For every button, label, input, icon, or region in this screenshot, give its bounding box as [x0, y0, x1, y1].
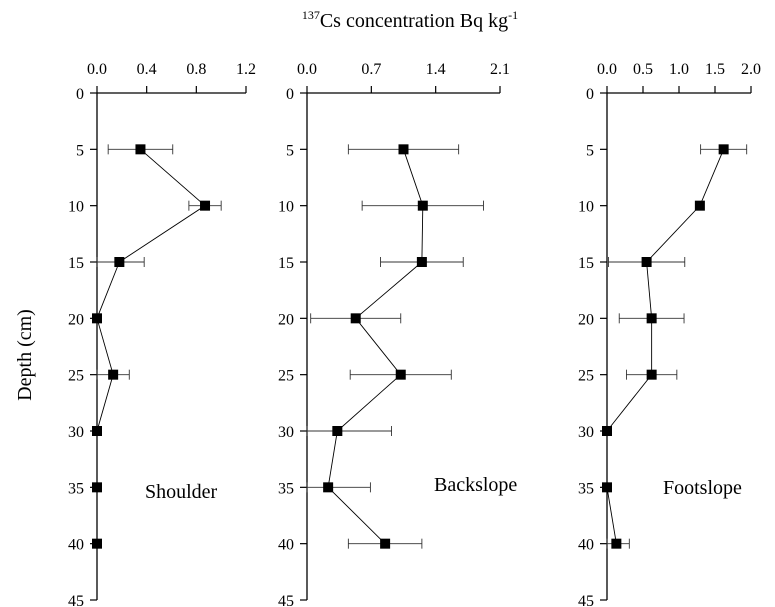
- x-tick-label: 1.4: [426, 61, 446, 78]
- x-tick-label: 2.1: [490, 61, 510, 78]
- data-point: [646, 369, 657, 380]
- y-tick-label: 30: [578, 424, 594, 441]
- y-tick-label: 45: [578, 593, 594, 607]
- y-tick-label: 0: [586, 86, 594, 103]
- y-tick-label: 5: [286, 142, 294, 159]
- data-point: [350, 313, 361, 324]
- panel-footslope: 0.0 0.5 1.0 1.5 2.0 0 5 10 15 20 25 30 35 40 45 Footslo…: [578, 61, 761, 607]
- x-tick-label: 0.0: [87, 61, 107, 78]
- title-superscript-minus-one: -1: [508, 8, 518, 22]
- data-point: [332, 426, 343, 436]
- y-tick-label: 5: [586, 142, 594, 159]
- y-tick-label: 35: [68, 480, 84, 497]
- data-point: [395, 369, 406, 380]
- y-tick-label: 30: [68, 424, 84, 441]
- y-tick-label: 10: [578, 199, 594, 216]
- y-tick-label: 40: [578, 537, 594, 554]
- data-point: [398, 144, 409, 155]
- panel-backslope: 0.0 0.7 1.4 2.1 0 5 10 15 20 25 30 35 40 45 Backslope: [278, 61, 517, 607]
- panels: 0.0 0.4 0.8 1.2051015202530354045Shoulder0.…: [68, 61, 761, 607]
- y-tick-label: 20: [578, 311, 594, 328]
- x-tick-label: 1.5: [705, 61, 725, 78]
- y-tick-label: 40: [68, 537, 84, 554]
- y-tick-label: 15: [278, 255, 294, 272]
- data-point: [200, 200, 211, 211]
- data-point: [417, 200, 428, 211]
- y-tick-label: 20: [68, 311, 84, 328]
- x-tick-label: 0.4: [137, 61, 157, 78]
- x-tick-label: 0.0: [297, 61, 317, 78]
- y-tick-label: 0: [286, 86, 294, 103]
- data-point: [646, 313, 657, 324]
- data-point: [92, 426, 102, 436]
- data-point: [108, 369, 119, 380]
- title-text: Cs concentration Bq kg: [320, 10, 508, 32]
- y-tick-label: 5: [76, 142, 84, 159]
- title-superscript-137: 137: [302, 8, 320, 22]
- data-point: [92, 313, 102, 324]
- x-tick-label: 0.7: [361, 61, 381, 78]
- x-tick-label: 0.8: [186, 61, 206, 78]
- panel-label: Footslope: [663, 477, 742, 499]
- data-point: [641, 257, 652, 267]
- y-tick-label: 10: [278, 199, 294, 216]
- data-point: [694, 200, 705, 211]
- data-point: [611, 538, 622, 549]
- data-point: [135, 144, 146, 155]
- data-point: [718, 144, 729, 155]
- data-point: [602, 482, 612, 493]
- data-point: [114, 257, 125, 267]
- series-line: [327, 149, 424, 544]
- x-tick-label: 1.0: [669, 61, 689, 78]
- y-tick-label: 10: [68, 199, 84, 216]
- data-point: [92, 538, 102, 549]
- y-tick-label: 0: [76, 86, 84, 103]
- data-point: [323, 482, 334, 493]
- y-tick-label: 35: [278, 480, 294, 497]
- x-tick-label: 1.2: [236, 61, 256, 78]
- y-tick-label: 45: [278, 593, 294, 607]
- y-tick-label: 45: [68, 593, 84, 607]
- y-tick-label: 25: [68, 368, 84, 385]
- y-tick-label: 25: [278, 368, 294, 385]
- panel-label: Shoulder: [145, 481, 218, 503]
- y-tick-label: 35: [578, 480, 594, 497]
- y-tick-label: 20: [278, 311, 294, 328]
- data-point: [92, 482, 102, 493]
- panel-label: Backslope: [434, 474, 517, 496]
- data-point: [416, 257, 427, 267]
- chart-title: 137Cs concentration Bq kg-1: [302, 8, 518, 32]
- y-tick-label: 25: [578, 368, 594, 385]
- panel-shoulder: 0.0 0.4 0.8 1.2 0 5 10 15 20 25 30 35 40 45 Shoulder: [68, 61, 256, 607]
- x-tick-label: 0.5: [633, 61, 653, 78]
- y-axis-label: Depth (cm): [14, 309, 36, 401]
- y-tick-label: 15: [578, 255, 594, 272]
- series-line: [606, 149, 725, 544]
- data-point: [380, 538, 391, 549]
- y-tick-label: 40: [278, 537, 294, 554]
- x-tick-label: 0.0: [597, 61, 617, 78]
- x-tick-label: 2.0: [741, 61, 761, 78]
- data-point: [602, 426, 612, 436]
- y-tick-label: 15: [68, 255, 84, 272]
- y-tick-label: 30: [278, 424, 294, 441]
- series-line: [96, 148, 206, 544]
